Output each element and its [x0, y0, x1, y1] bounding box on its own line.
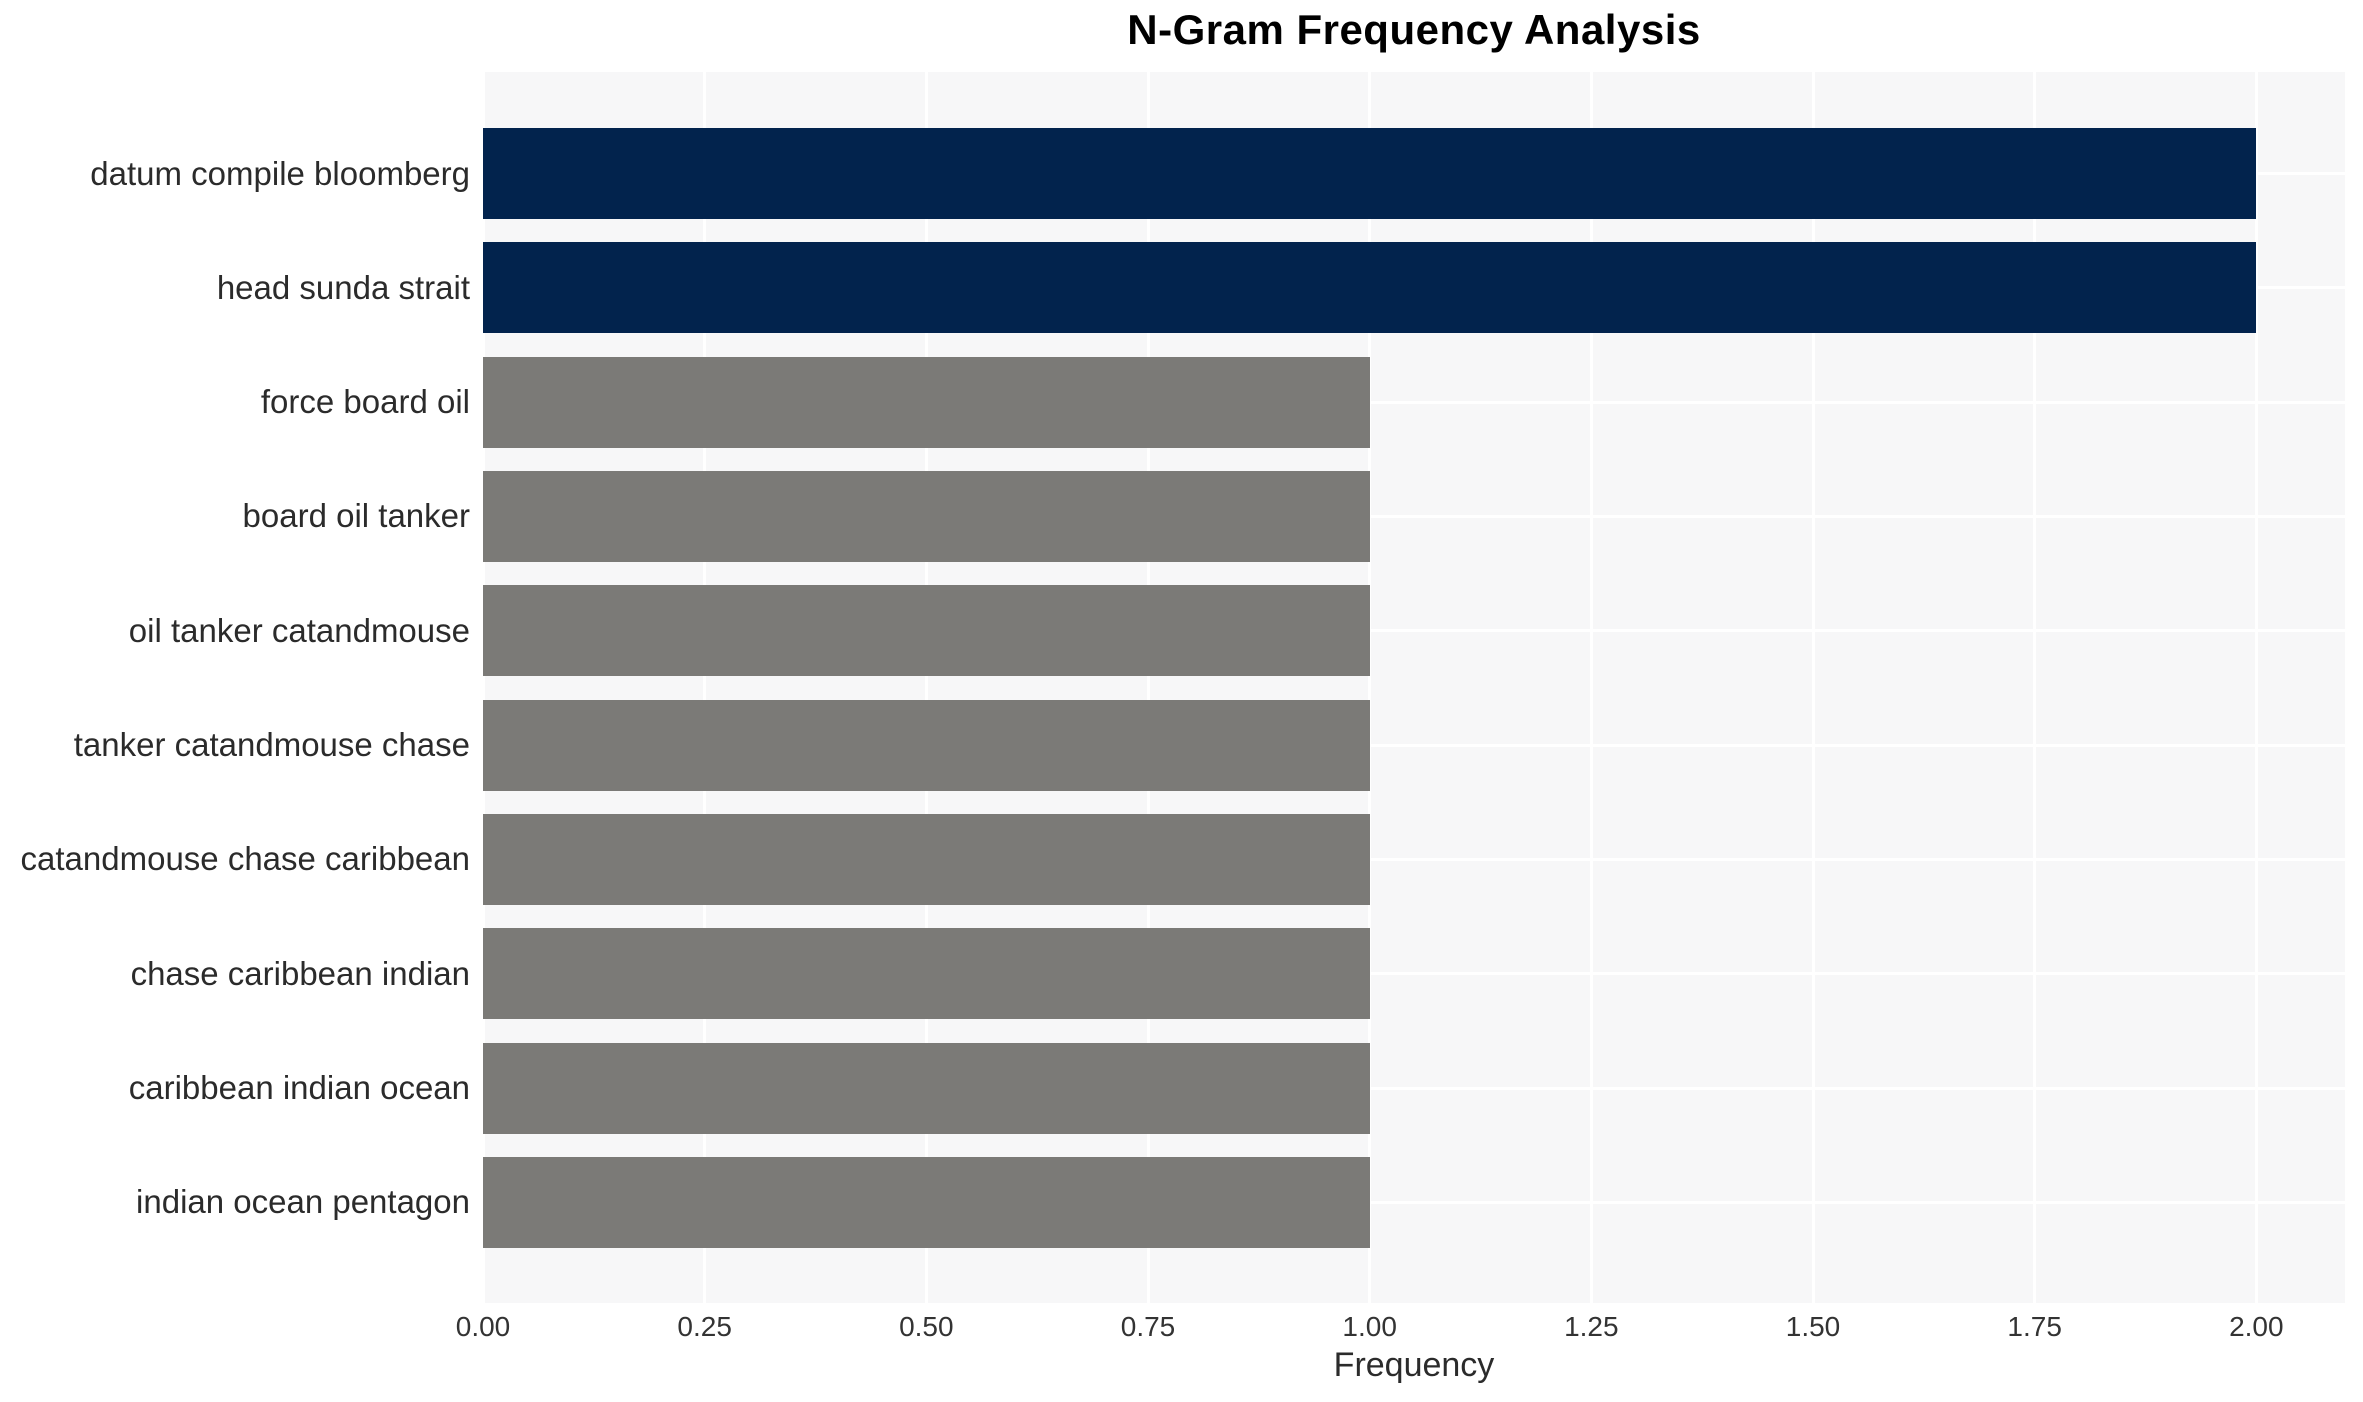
x-tick-label: 0.25: [677, 1311, 732, 1342]
gridline-vertical: [924, 72, 928, 1303]
gridline-horizontal: [483, 1086, 2345, 1090]
gridline-horizontal: [483, 857, 2345, 861]
bar: [483, 356, 1370, 448]
x-tick-label: 1.00: [1342, 1311, 1397, 1342]
y-tick-label: force board oil: [260, 383, 470, 421]
gridline-vertical: [703, 72, 707, 1303]
gridline-horizontal: [483, 1200, 2345, 1204]
gridline-vertical: [2033, 72, 2037, 1303]
bar: [483, 242, 2257, 334]
gridline-vertical: [481, 72, 485, 1303]
bar: [483, 128, 2257, 219]
y-tick-label: head sunda strait: [216, 268, 470, 306]
x-axis-ticks: 0.00 0.25 0.50 0.75 1.00 1.25 1.50 1.75 2.00: [0, 1311, 2363, 1347]
plot-area: [481, 72, 2345, 1303]
gridline-horizontal: [483, 972, 2345, 976]
x-tick-label: 0.75: [1120, 1311, 1176, 1342]
gridline-horizontal: [483, 629, 2345, 633]
x-tick-label: 2.00: [2229, 1311, 2284, 1342]
gridline-vertical: [1589, 72, 1593, 1303]
x-tick-label: 1.75: [2007, 1311, 2062, 1342]
gridline-vertical: [1146, 72, 1150, 1303]
x-tick-label: 1.25: [1564, 1311, 1619, 1342]
bar: [483, 1042, 1370, 1134]
y-tick-label: tanker catandmouse chase: [73, 726, 470, 764]
x-tick-label: 0.50: [899, 1311, 954, 1342]
chart-title: N-Gram Frequency Analysis: [1127, 6, 1701, 53]
y-tick-label: datum compile bloomberg: [90, 154, 470, 192]
x-tick-label: 1.50: [1785, 1311, 1841, 1342]
bar: [483, 585, 1370, 677]
y-axis-labels: datum compile bloomberg head sunda strait…: [0, 72, 470, 1303]
gridline-horizontal: [483, 743, 2345, 747]
bar: [483, 699, 1370, 791]
y-tick-label: chase caribbean indian: [130, 954, 470, 992]
gridline-horizontal: [483, 400, 2345, 404]
bar: [483, 470, 1370, 562]
y-tick-label: caribbean indian ocean: [128, 1069, 470, 1107]
y-tick-label: indian ocean pentagon: [136, 1183, 470, 1221]
bar: [483, 928, 1370, 1020]
y-tick-label: catandmouse chase caribbean: [20, 840, 470, 878]
gridline-horizontal: [483, 514, 2345, 518]
y-tick-label: board oil tanker: [242, 497, 470, 535]
gridline-vertical: [1811, 72, 1815, 1303]
x-axis-label: Frequency: [1333, 1346, 1495, 1384]
gridline-vertical: [2254, 72, 2258, 1303]
bar: [483, 813, 1370, 905]
x-tick-label: 0.00: [455, 1311, 511, 1342]
y-tick-label: oil tanker catandmouse: [128, 611, 470, 649]
gridline-vertical: [1368, 72, 1372, 1303]
bar: [483, 1156, 1370, 1248]
